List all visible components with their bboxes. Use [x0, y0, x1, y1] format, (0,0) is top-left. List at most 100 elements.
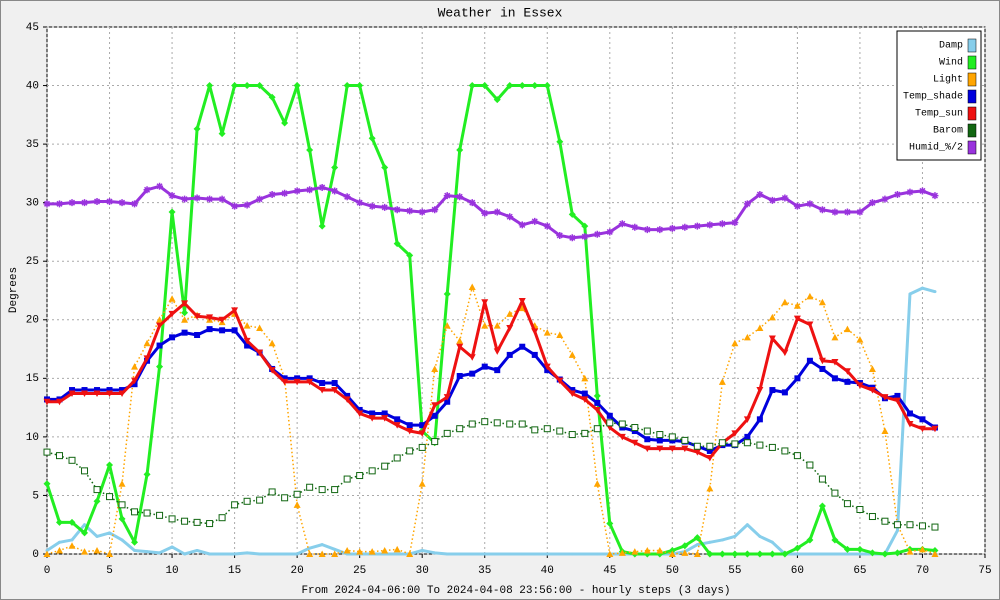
marker [331, 164, 339, 172]
marker [418, 430, 426, 437]
marker [793, 302, 801, 309]
marker [156, 342, 163, 349]
marker [206, 314, 214, 321]
marker [856, 545, 864, 553]
y-tick-label: 25 [26, 256, 39, 268]
marker [106, 387, 113, 394]
marker [543, 329, 551, 336]
marker [756, 441, 764, 449]
marker [656, 546, 664, 554]
marker [558, 552, 562, 556]
marker [543, 425, 551, 433]
marker [356, 82, 364, 90]
legend-swatch [967, 140, 977, 155]
marker [831, 536, 839, 544]
x-tick-label: 50 [666, 565, 679, 577]
marker [543, 363, 551, 371]
marker [806, 461, 814, 469]
marker [81, 199, 89, 207]
marker [756, 416, 763, 423]
marker [656, 226, 664, 234]
marker [256, 82, 264, 90]
marker [443, 429, 451, 437]
marker [906, 548, 914, 555]
marker [431, 206, 439, 214]
marker [270, 552, 274, 556]
marker [631, 223, 639, 231]
marker [643, 427, 651, 435]
marker [93, 486, 101, 494]
marker [793, 544, 801, 552]
marker [508, 552, 512, 556]
marker [343, 475, 351, 483]
marker [868, 513, 876, 521]
marker [820, 552, 824, 556]
marker [181, 517, 189, 525]
marker [243, 322, 251, 329]
marker [806, 536, 814, 544]
marker [806, 357, 813, 364]
marker [618, 220, 626, 228]
marker [518, 298, 526, 305]
marker [931, 192, 939, 200]
marker [68, 456, 76, 464]
marker [168, 295, 176, 302]
marker [918, 522, 926, 530]
marker [419, 422, 426, 429]
marker [470, 552, 474, 556]
marker [518, 221, 526, 229]
marker [194, 332, 201, 339]
marker [231, 327, 238, 334]
x-tick-label: 15 [228, 565, 241, 577]
marker [456, 425, 464, 433]
marker [743, 416, 751, 423]
marker [45, 548, 49, 552]
marker [681, 223, 689, 231]
marker [931, 523, 939, 531]
marker [68, 518, 76, 526]
marker [418, 443, 426, 451]
marker [918, 187, 926, 195]
marker [381, 410, 388, 417]
marker [258, 552, 262, 556]
marker [845, 552, 849, 556]
marker [293, 378, 301, 386]
marker [281, 378, 289, 386]
marker [893, 190, 901, 198]
marker [431, 365, 439, 372]
marker [531, 328, 539, 335]
y-axis-label: Degrees [8, 267, 20, 313]
marker [644, 436, 651, 443]
marker [256, 324, 264, 331]
marker [245, 551, 249, 555]
marker [58, 540, 62, 544]
marker [606, 412, 613, 419]
marker [856, 382, 864, 389]
marker [568, 351, 576, 358]
marker [381, 462, 389, 470]
marker [706, 454, 714, 462]
marker [106, 197, 114, 205]
marker [893, 521, 901, 529]
marker [118, 480, 126, 487]
marker [881, 195, 889, 203]
marker [106, 493, 114, 501]
marker [208, 552, 212, 556]
marker [93, 546, 101, 554]
marker [769, 387, 776, 394]
marker [518, 304, 526, 312]
marker [256, 349, 264, 357]
marker [868, 387, 876, 394]
y-tick-label: 5 [32, 490, 39, 502]
marker [168, 208, 176, 216]
marker [281, 119, 289, 127]
marker [381, 203, 389, 211]
marker [156, 511, 164, 519]
marker [593, 480, 601, 487]
marker [256, 195, 264, 203]
marker [456, 372, 463, 379]
marker [681, 549, 689, 556]
marker [506, 213, 514, 221]
marker [156, 182, 164, 190]
marker [306, 483, 314, 491]
